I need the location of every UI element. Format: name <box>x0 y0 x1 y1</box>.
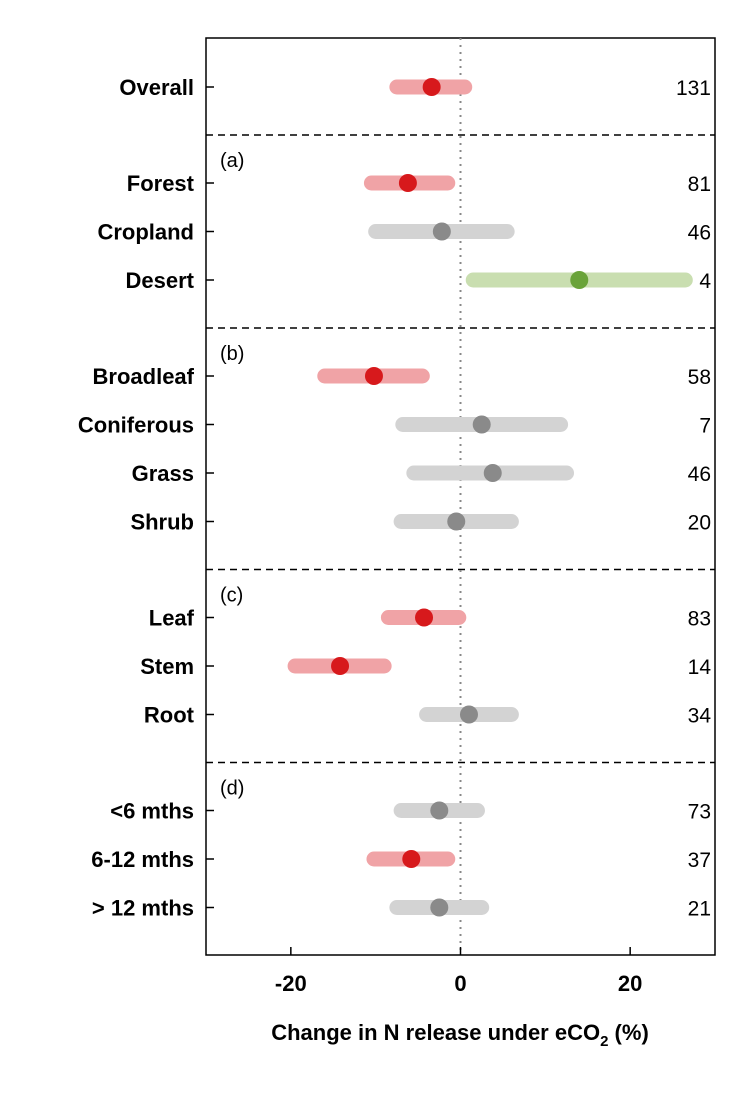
row-label: Coniferous <box>78 413 194 438</box>
sample-size-label: 4 <box>699 270 711 293</box>
row-label: Root <box>144 703 195 728</box>
mean-point <box>415 608 434 627</box>
panel-tag: (b) <box>220 343 244 365</box>
mean-point <box>472 415 491 434</box>
x-tick-label: -20 <box>275 971 307 996</box>
mean-point <box>422 78 441 96</box>
sample-size-label: 14 <box>688 656 712 679</box>
mean-point <box>447 512 466 531</box>
x-axis-label-tail: (%) <box>608 1020 648 1045</box>
x-axis-label: Change in N release under eCO2 (%) <box>271 1020 649 1050</box>
mean-point <box>398 174 417 192</box>
mean-point <box>483 464 502 482</box>
sample-size-label: 46 <box>688 222 711 245</box>
mean-point <box>432 222 451 241</box>
row-label: Leaf <box>149 606 195 631</box>
mean-point <box>459 705 478 724</box>
sample-size-label: 83 <box>688 608 711 631</box>
panel-tag: (a) <box>220 150 244 172</box>
x-tick-label: 0 <box>454 971 466 996</box>
row-label: Overall <box>119 75 194 100</box>
mean-point <box>364 367 383 385</box>
sample-size-label: 7 <box>699 415 711 438</box>
mean-point <box>402 850 421 868</box>
row-label: Forest <box>127 171 195 196</box>
row-label: <6 mths <box>110 799 194 824</box>
row-label: 6-12 mths <box>91 847 194 872</box>
row-label: Grass <box>132 461 194 486</box>
mean-point <box>331 657 350 675</box>
x-tick-label: 20 <box>618 971 642 996</box>
sample-size-label: 37 <box>688 849 711 872</box>
x-axis-label-main: Change in N release under eCO <box>271 1020 600 1045</box>
sample-size-label: 46 <box>688 463 711 486</box>
sample-size-label: 21 <box>688 898 711 921</box>
sample-size-label: 73 <box>688 801 711 824</box>
mean-point <box>570 271 589 289</box>
sample-size-label: 58 <box>688 366 711 389</box>
panel-tag: (d) <box>220 778 244 800</box>
sample-size-label: 34 <box>688 705 712 728</box>
row-label: Desert <box>126 268 195 293</box>
row-label: Stem <box>140 654 194 679</box>
sample-size-label: 20 <box>688 512 711 535</box>
sample-size-label: 131 <box>676 77 711 100</box>
row-label: Broadleaf <box>93 364 195 389</box>
sample-size-label: 81 <box>688 173 711 196</box>
row-label: Shrub <box>130 510 194 535</box>
row-label: Cropland <box>97 220 194 245</box>
mean-point <box>430 898 449 917</box>
panel-tag: (c) <box>220 585 243 607</box>
mean-point <box>430 801 449 820</box>
x-axis-label-subscript: 2 <box>600 1033 608 1050</box>
row-label: > 12 mths <box>92 896 194 921</box>
